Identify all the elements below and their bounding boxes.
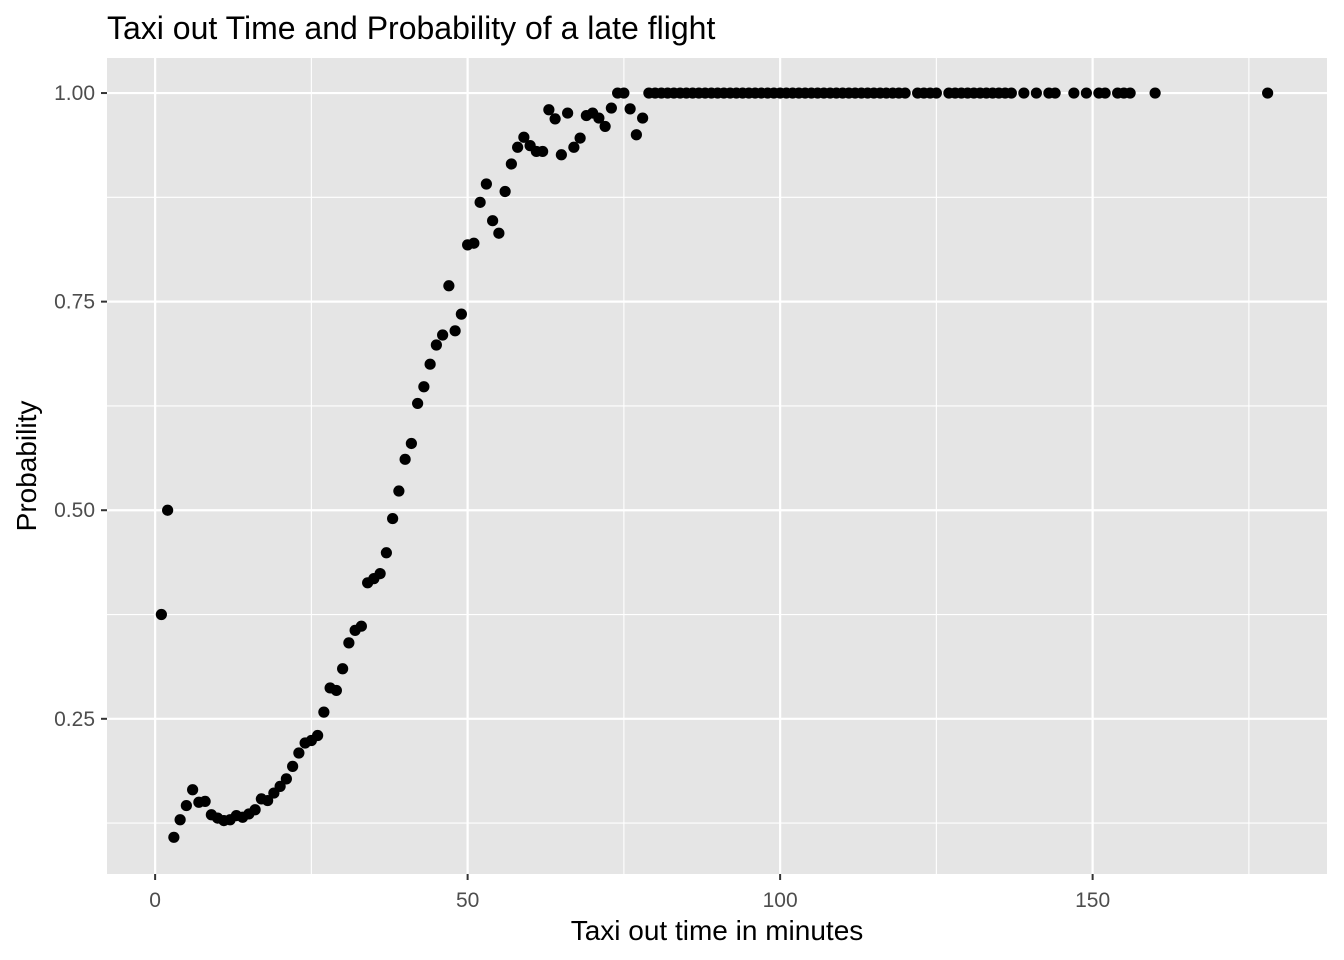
grid-minor-lines <box>107 58 1327 874</box>
data-point <box>474 196 486 208</box>
data-point <box>1099 87 1111 99</box>
data-point <box>468 237 480 249</box>
data-point <box>518 131 530 143</box>
data-point <box>574 132 586 144</box>
data-point <box>555 149 567 161</box>
data-point <box>618 87 630 99</box>
data-point <box>512 141 524 153</box>
data-point <box>593 112 605 124</box>
y-tick-label: 0.50 <box>54 499 95 522</box>
data-point <box>1018 87 1030 99</box>
plot-panel <box>107 58 1327 874</box>
data-point <box>430 339 442 351</box>
data-point <box>343 637 355 649</box>
data-point <box>337 663 349 675</box>
data-point <box>262 794 274 807</box>
data-point <box>480 178 492 190</box>
data-point <box>412 397 424 410</box>
data-point <box>418 381 430 393</box>
data-point <box>399 453 411 465</box>
y-axis: 0.25 0.50 0.75 1.00 <box>54 82 107 731</box>
x-axis-title: Taxi out time in minutes <box>571 915 864 946</box>
data-point <box>1262 87 1274 99</box>
data-point <box>443 280 455 292</box>
data-point <box>568 141 580 153</box>
data-point <box>168 831 180 843</box>
data-point <box>1068 87 1080 99</box>
x-tick-label: 150 <box>1075 889 1110 912</box>
data-point <box>387 512 399 525</box>
data-point <box>162 504 174 516</box>
data-point <box>330 684 342 697</box>
data-point <box>449 325 461 337</box>
data-point <box>355 620 367 632</box>
x-tick-label: 100 <box>763 889 798 912</box>
data-point <box>187 784 199 796</box>
data-point <box>274 780 286 792</box>
data-point <box>287 760 299 772</box>
data-point <box>599 120 611 133</box>
data-point <box>180 799 192 812</box>
x-axis: 0 50 100 150 <box>149 874 1110 912</box>
data-point <box>424 358 436 370</box>
y-tick-label: 0.25 <box>54 708 95 731</box>
data-point <box>174 814 186 826</box>
x-tick-label: 50 <box>456 889 479 912</box>
data-point <box>637 112 649 124</box>
data-point <box>1149 87 1161 99</box>
y-tick-label: 0.75 <box>54 291 95 314</box>
data-point <box>312 729 324 742</box>
data-point <box>280 773 292 785</box>
data-point <box>505 158 517 170</box>
data-point <box>1005 87 1017 99</box>
data-point <box>293 747 305 759</box>
data-point <box>1049 87 1061 99</box>
data-point <box>374 568 386 580</box>
data-point <box>605 102 617 114</box>
data-point <box>493 227 505 239</box>
data-point <box>630 129 642 141</box>
data-point <box>537 145 549 158</box>
data-point <box>930 87 942 99</box>
data-point <box>380 547 392 559</box>
x-tick-label: 0 <box>149 889 161 912</box>
data-point <box>499 185 511 198</box>
y-axis-title: Probability <box>11 401 42 532</box>
data-point <box>899 87 911 99</box>
y-tick-label: 1.00 <box>54 82 95 105</box>
chart-title: Taxi out Time and Probability of a late … <box>107 10 715 46</box>
data-point <box>455 308 467 320</box>
grid-major-lines <box>107 58 1327 874</box>
data-point <box>487 215 499 227</box>
data-point <box>1080 87 1092 99</box>
data-point <box>405 437 417 450</box>
data-point <box>562 107 574 119</box>
data-point <box>199 795 211 808</box>
data-point <box>624 103 636 115</box>
data-point <box>543 104 555 116</box>
data-point <box>437 329 449 341</box>
data-point <box>1030 87 1042 99</box>
data-point <box>393 485 405 497</box>
data-point <box>249 804 261 816</box>
data-points <box>155 87 1274 843</box>
data-point <box>155 608 167 621</box>
data-point <box>1124 87 1136 99</box>
data-point <box>549 113 561 125</box>
data-point <box>318 706 330 718</box>
